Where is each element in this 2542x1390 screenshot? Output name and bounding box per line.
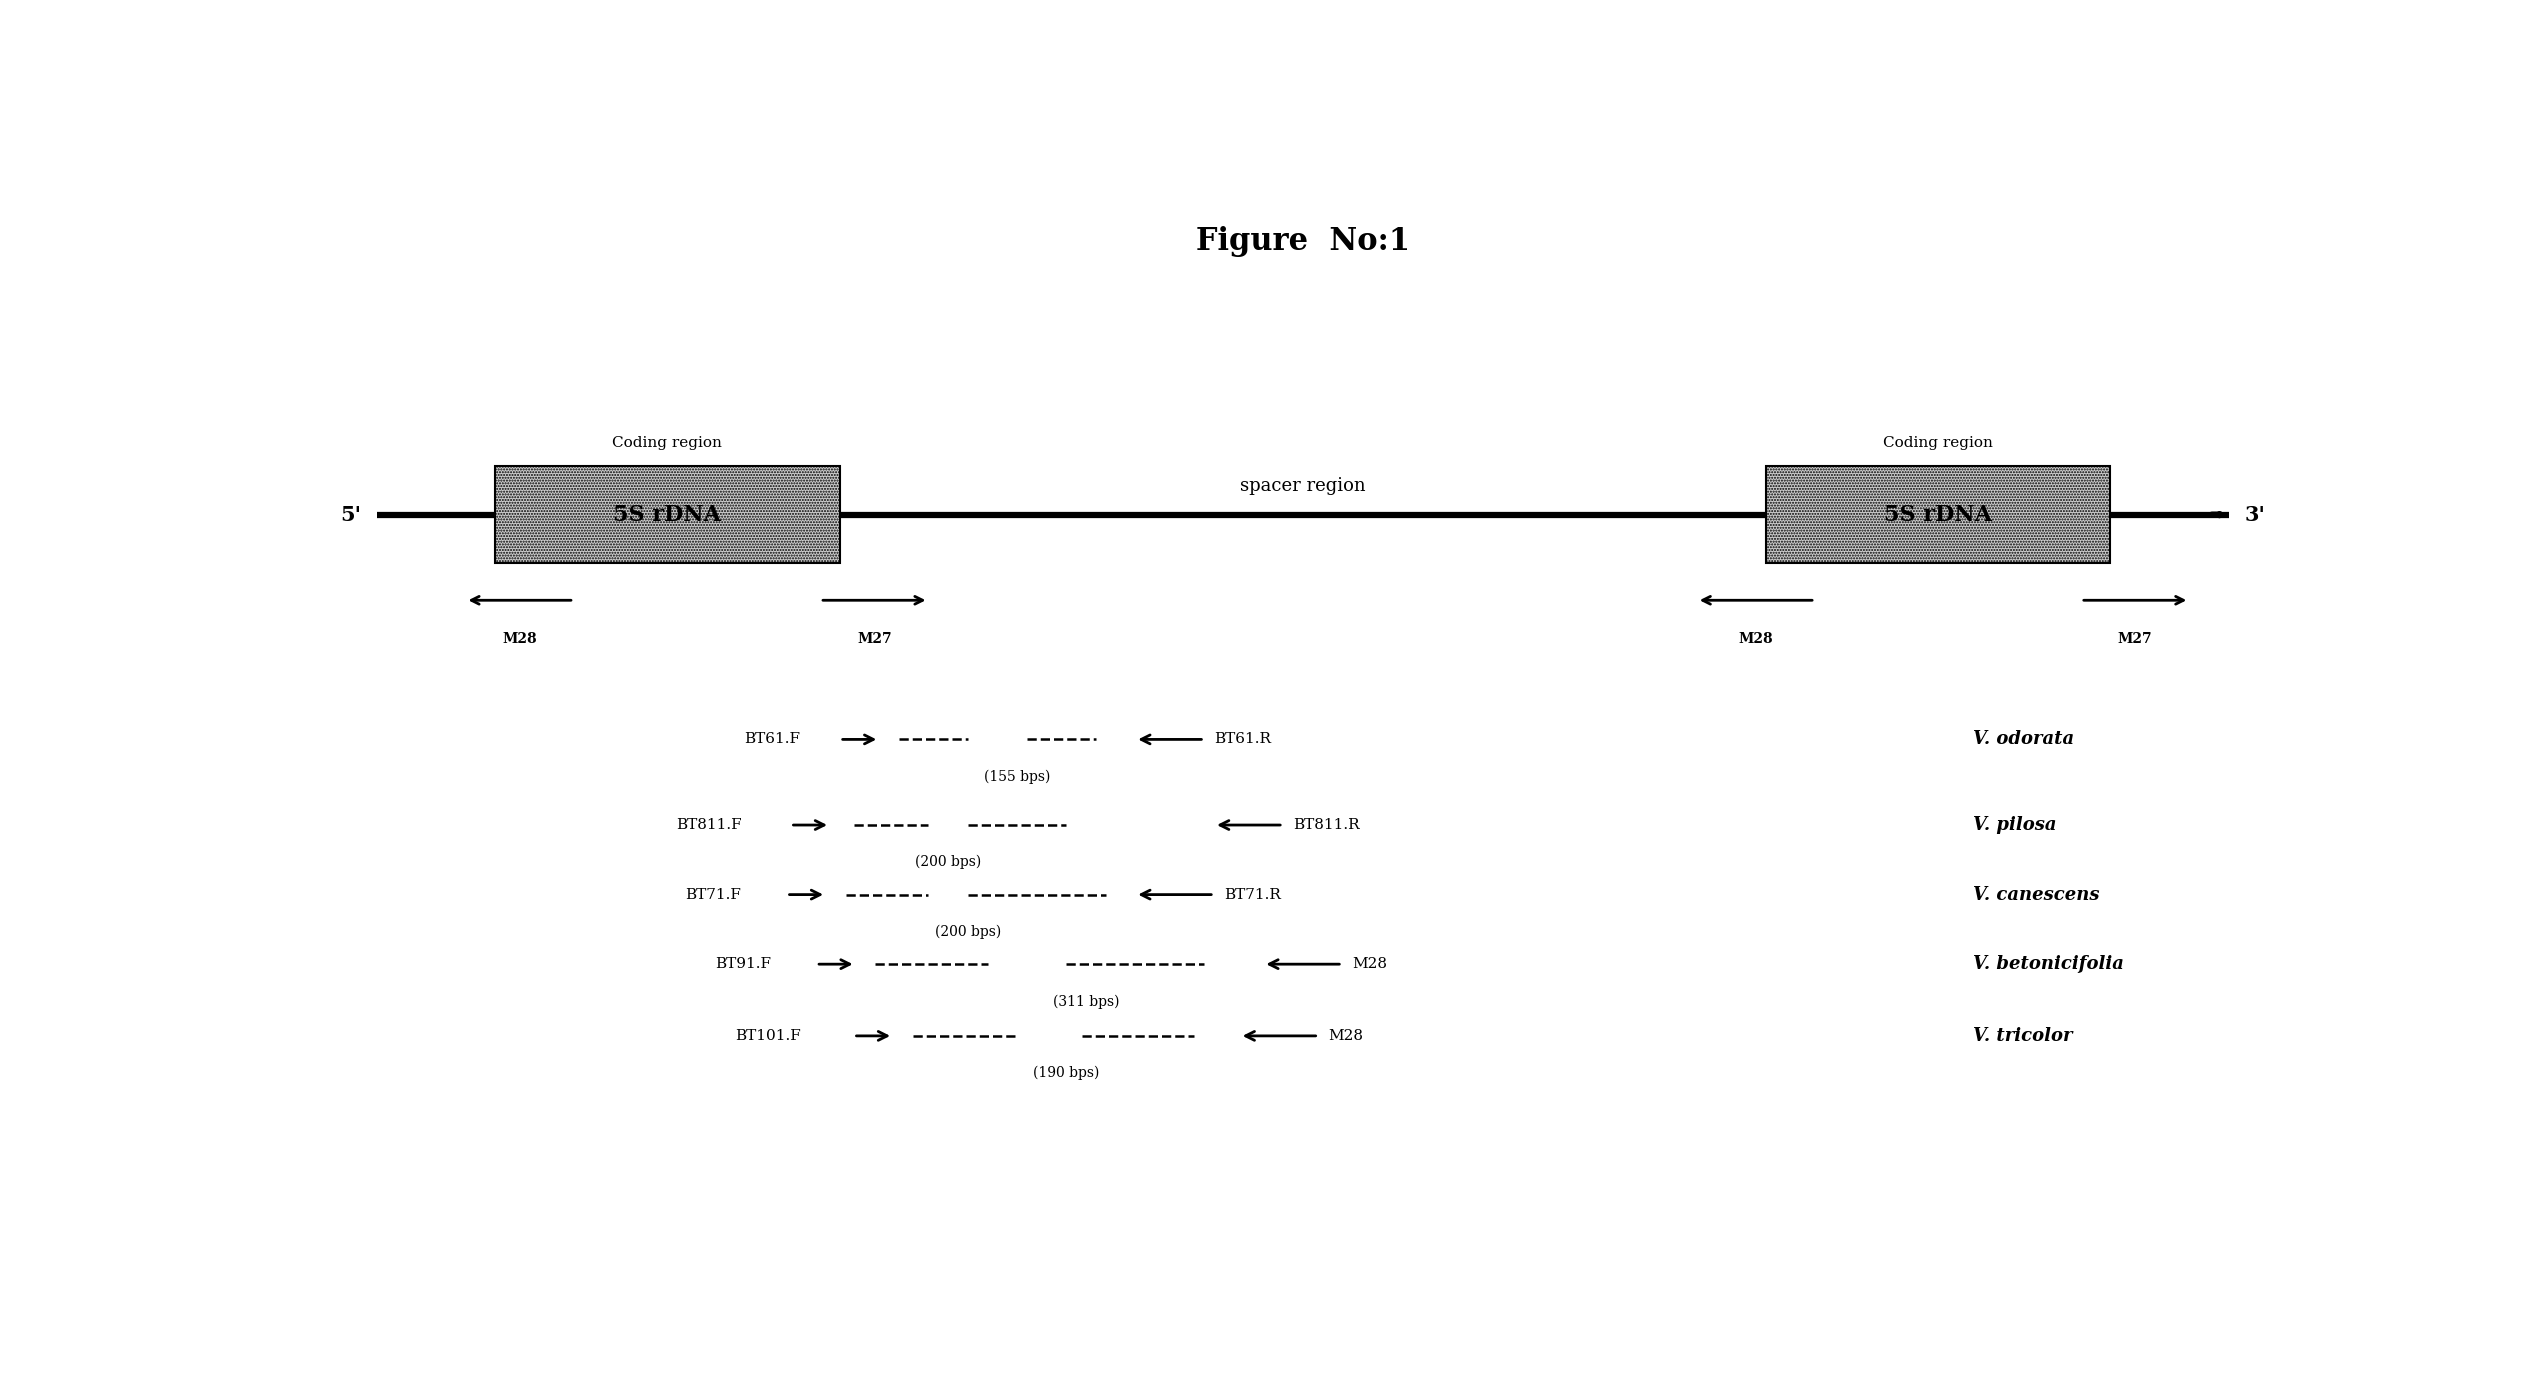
Text: Figure  No:1: Figure No:1	[1195, 227, 1411, 257]
Text: M28: M28	[1739, 632, 1774, 646]
Text: BT61.F: BT61.F	[745, 733, 801, 746]
Text: (155 bps): (155 bps)	[984, 770, 1050, 784]
Text: (200 bps): (200 bps)	[915, 855, 981, 869]
Text: 5S rDNA: 5S rDNA	[1884, 503, 1993, 525]
Text: BT91.F: BT91.F	[714, 958, 770, 972]
Text: 5S rDNA: 5S rDNA	[613, 503, 722, 525]
Text: (200 bps): (200 bps)	[935, 924, 1002, 940]
Text: V. canescens: V. canescens	[1973, 885, 2100, 904]
Text: Coding region: Coding region	[1884, 436, 1993, 450]
Text: (190 bps): (190 bps)	[1032, 1066, 1101, 1080]
Text: BT61.R: BT61.R	[1215, 733, 1271, 746]
Text: V. tricolor: V. tricolor	[1973, 1027, 2072, 1045]
Text: spacer region: spacer region	[1240, 477, 1365, 495]
Text: 5': 5'	[341, 505, 361, 524]
Text: M28: M28	[1329, 1029, 1363, 1042]
Text: M28: M28	[1352, 958, 1388, 972]
Text: BT811.F: BT811.F	[676, 819, 742, 833]
Text: (311 bps): (311 bps)	[1052, 994, 1118, 1009]
FancyBboxPatch shape	[1767, 467, 2110, 563]
Text: V. betonicifolia: V. betonicifolia	[1973, 955, 2123, 973]
Text: V. odorata: V. odorata	[1973, 730, 2074, 748]
Text: Coding region: Coding region	[613, 436, 722, 450]
Text: M27: M27	[857, 632, 892, 646]
Text: BT101.F: BT101.F	[735, 1029, 801, 1042]
Text: BT811.R: BT811.R	[1294, 819, 1360, 833]
Text: V. pilosa: V. pilosa	[1973, 816, 2056, 834]
Text: BT71.F: BT71.F	[686, 888, 742, 902]
FancyBboxPatch shape	[496, 467, 839, 563]
Text: BT71.R: BT71.R	[1225, 888, 1281, 902]
Text: 3': 3'	[2245, 505, 2265, 524]
Text: M28: M28	[503, 632, 536, 646]
Text: M27: M27	[2117, 632, 2153, 646]
